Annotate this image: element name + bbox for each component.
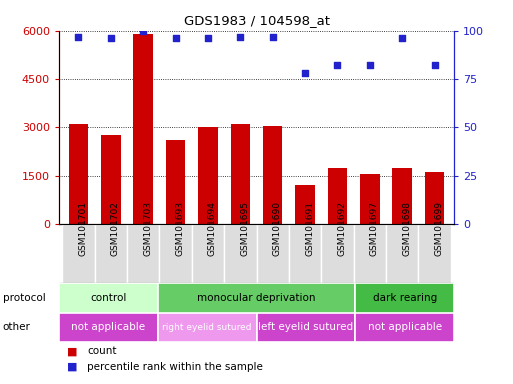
Bar xyxy=(295,185,315,224)
Bar xyxy=(62,224,94,283)
Text: ■: ■ xyxy=(67,362,77,372)
Text: GSM101695: GSM101695 xyxy=(240,201,249,256)
Point xyxy=(301,70,309,76)
Point xyxy=(366,63,374,69)
Text: protocol: protocol xyxy=(3,293,45,303)
Text: control: control xyxy=(90,293,127,303)
Bar xyxy=(192,224,224,283)
Text: GSM101703: GSM101703 xyxy=(143,201,152,256)
Point xyxy=(204,35,212,41)
Text: right eyelid sutured: right eyelid sutured xyxy=(163,323,252,332)
Bar xyxy=(160,224,192,283)
Text: monocular deprivation: monocular deprivation xyxy=(198,293,315,303)
Bar xyxy=(158,313,256,342)
Bar xyxy=(69,124,88,224)
Point xyxy=(139,28,147,34)
Text: GSM101699: GSM101699 xyxy=(435,201,444,256)
Bar xyxy=(231,124,250,224)
Bar xyxy=(94,224,127,283)
Bar xyxy=(321,224,353,283)
Bar xyxy=(355,313,454,342)
Text: ■: ■ xyxy=(67,346,77,356)
Text: GSM101691: GSM101691 xyxy=(305,201,314,256)
Bar xyxy=(353,224,386,283)
Point xyxy=(236,33,244,40)
Point xyxy=(430,63,439,69)
Text: dark rearing: dark rearing xyxy=(372,293,437,303)
Text: GSM101694: GSM101694 xyxy=(208,201,217,256)
Bar xyxy=(198,127,218,224)
Point xyxy=(398,35,406,41)
Text: GSM101702: GSM101702 xyxy=(111,201,120,256)
Point xyxy=(333,63,342,69)
Point xyxy=(107,35,115,41)
Bar xyxy=(360,174,380,224)
Bar xyxy=(224,224,256,283)
Text: not applicable: not applicable xyxy=(71,322,145,332)
Bar xyxy=(256,224,289,283)
Bar xyxy=(263,126,282,224)
Point xyxy=(269,33,277,40)
Bar xyxy=(419,224,451,283)
Bar xyxy=(425,172,444,224)
Bar xyxy=(133,34,153,224)
Bar xyxy=(256,313,355,342)
Point xyxy=(74,33,83,40)
Text: other: other xyxy=(3,322,30,332)
Bar xyxy=(59,283,158,313)
Bar xyxy=(328,167,347,224)
Bar xyxy=(166,140,185,224)
Point xyxy=(171,35,180,41)
Bar xyxy=(127,224,160,283)
Text: GSM101690: GSM101690 xyxy=(273,201,282,256)
Text: GSM101693: GSM101693 xyxy=(175,201,185,256)
Text: not applicable: not applicable xyxy=(368,322,442,332)
Bar xyxy=(355,283,454,313)
Text: GSM101698: GSM101698 xyxy=(402,201,411,256)
Bar xyxy=(158,283,355,313)
Bar xyxy=(392,167,412,224)
Bar xyxy=(289,224,321,283)
Text: percentile rank within the sample: percentile rank within the sample xyxy=(87,362,263,372)
Text: GSM101697: GSM101697 xyxy=(370,201,379,256)
Text: GSM101701: GSM101701 xyxy=(78,201,87,256)
Bar xyxy=(101,135,121,224)
Bar xyxy=(59,313,158,342)
Text: left eyelid sutured: left eyelid sutured xyxy=(259,322,353,332)
Bar xyxy=(386,224,419,283)
Text: count: count xyxy=(87,346,117,356)
Title: GDS1983 / 104598_at: GDS1983 / 104598_at xyxy=(184,14,329,27)
Text: GSM101692: GSM101692 xyxy=(338,201,346,256)
